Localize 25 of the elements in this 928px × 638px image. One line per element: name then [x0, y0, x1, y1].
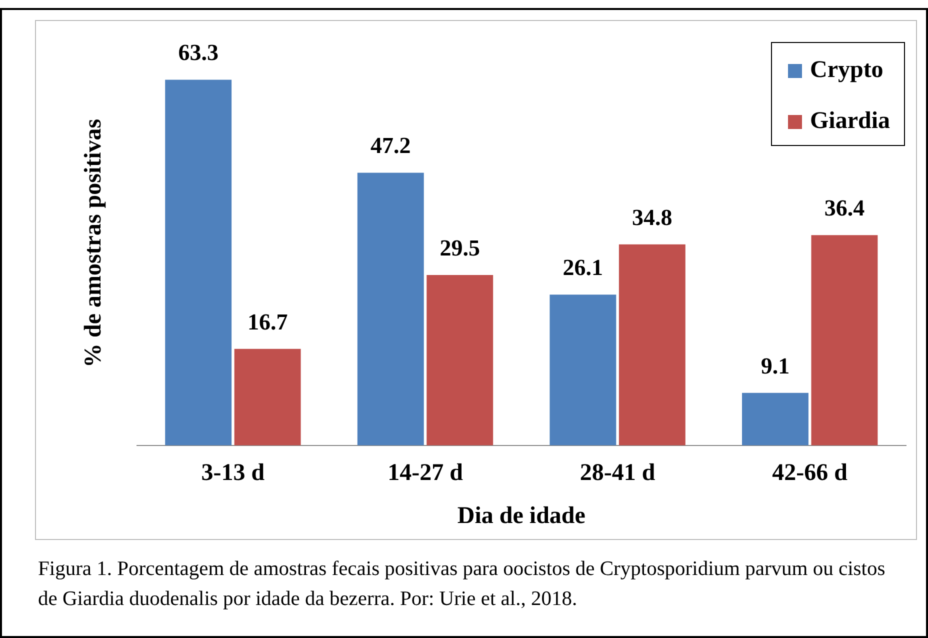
x-axis-title: Dia de idade [457, 502, 586, 529]
bar [811, 235, 878, 446]
data-label: 9.1 [760, 353, 790, 378]
data-label: 36.4 [824, 196, 866, 221]
bar [550, 294, 616, 446]
y-axis-title: % de amostras positivas [80, 118, 107, 368]
x-tick-label: 3-13 d [201, 460, 266, 486]
bar [742, 392, 808, 446]
data-label: 29.5 [440, 235, 480, 260]
legend-label: Giardia [810, 108, 890, 135]
bar [234, 348, 301, 446]
bar [618, 244, 686, 446]
data-label: 16.7 [247, 309, 288, 334]
x-tick-label: 42-66 d [772, 460, 848, 486]
data-label: 63.3 [178, 40, 218, 66]
bar [426, 274, 494, 446]
data-label: 47.2 [370, 133, 411, 158]
x-tick-label: 14-27 d [388, 460, 464, 486]
bar [165, 80, 232, 446]
data-label: 26.1 [562, 255, 604, 280]
data-label: 34.8 [632, 204, 672, 230]
bar [357, 172, 424, 446]
legend-label: Crypto [810, 57, 884, 84]
text: Figura 1. Porcentagem de amostras fecais positivas para oocistos de Cryptosporidium parvum ou cistos de Giardia duodenalis por idade da bezerra. Por: Urie et al., 2018. [38, 557, 886, 612]
x-tick-label: 28-41 d [580, 460, 656, 486]
